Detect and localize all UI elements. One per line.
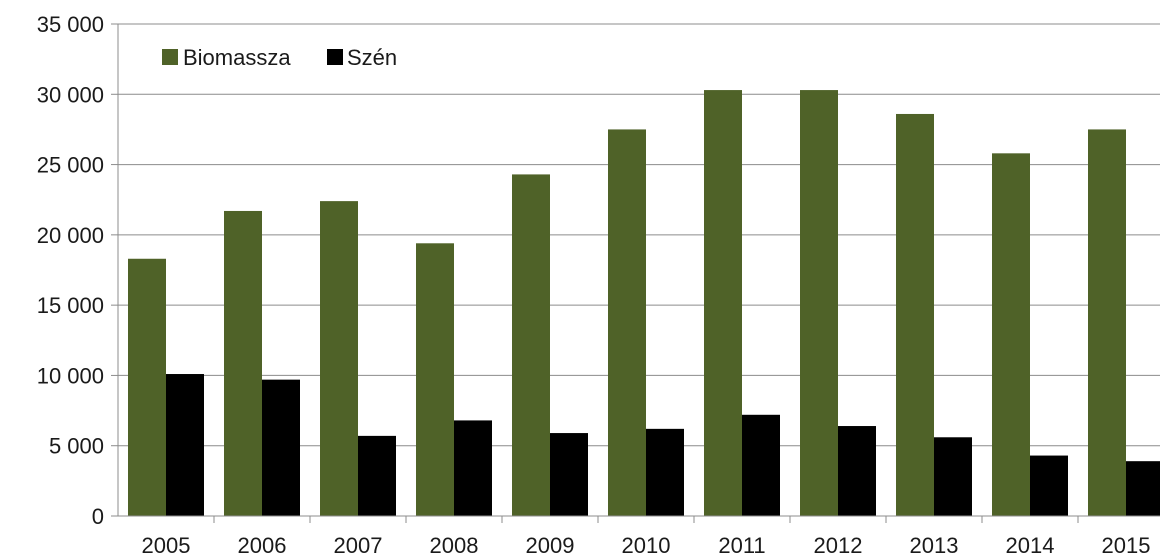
y-tick-label: 20 000 <box>37 223 104 248</box>
bar-szen-2015 <box>1126 461 1160 516</box>
bar-biomassza-2011 <box>704 90 742 516</box>
x-tick-label: 2015 <box>1102 533 1151 558</box>
y-tick-label: 0 <box>92 504 104 529</box>
bar-biomassza-2012 <box>800 90 838 516</box>
x-tick-label: 2006 <box>238 533 287 558</box>
bar-biomassza-2014 <box>992 153 1030 516</box>
bar-szen-2013 <box>934 437 972 516</box>
legend: Biomassza Szén <box>162 45 397 70</box>
bar-biomassza-2013 <box>896 113 934 517</box>
bar-szen-2014 <box>1030 455 1068 516</box>
y-tick-labels: 0 5 000 10 000 15 000 20 000 25 000 30 000 35 0… <box>37 12 104 529</box>
x-tick-label: 2005 <box>142 533 191 558</box>
bar-biomassza-2007 <box>320 201 358 516</box>
bar-szen-2008 <box>454 420 492 516</box>
x-tick-label: 2014 <box>1006 533 1055 558</box>
y-tick-label: 15 000 <box>37 293 104 318</box>
x-tick-label: 2012 <box>814 533 863 558</box>
bar-biomassza-2015 <box>1088 129 1126 516</box>
bar-biomassza-2009 <box>512 174 550 516</box>
y-tick-label: 25 000 <box>37 153 104 178</box>
y-tick-label: 10 000 <box>37 363 104 388</box>
x-tick-label: 2010 <box>622 533 671 558</box>
bar-szen-2006 <box>262 379 300 516</box>
legend-swatch-biomassza <box>162 49 178 65</box>
bar-biomassza-2006 <box>224 210 262 516</box>
bar-szen-2012 <box>838 426 876 516</box>
x-tick-label: 2011 <box>718 533 765 558</box>
bars <box>128 90 1160 517</box>
bar-szen-2009 <box>550 433 588 516</box>
legend-swatch-szen <box>327 49 343 65</box>
x-tick-label: 2013 <box>910 533 959 558</box>
bar-szen-2005 <box>166 374 204 516</box>
bar-szen-2007 <box>358 435 396 516</box>
x-tick-label: 2008 <box>430 533 479 558</box>
y-tick-label: 30 000 <box>37 82 104 107</box>
bar-szen-2010 <box>646 428 684 516</box>
bar-biomassza-2010 <box>608 129 646 516</box>
y-tick-label: 5 000 <box>49 434 104 459</box>
axes <box>117 24 1160 523</box>
legend-label-biomassza: Biomassza <box>183 45 291 70</box>
y-tick-label: 35 000 <box>37 12 104 37</box>
legend-label-szen: Szén <box>347 45 397 70</box>
x-tick-label: 2009 <box>526 533 575 558</box>
bar-biomassza-2005 <box>128 258 166 516</box>
bar-biomassza-2008 <box>416 243 454 516</box>
bar-szen-2011 <box>742 414 780 516</box>
x-tick-labels: 2005 2006 2007 2008 2009 2010 2011 2012 2013 2014… <box>142 533 1151 558</box>
x-tick-label: 2007 <box>334 533 383 558</box>
